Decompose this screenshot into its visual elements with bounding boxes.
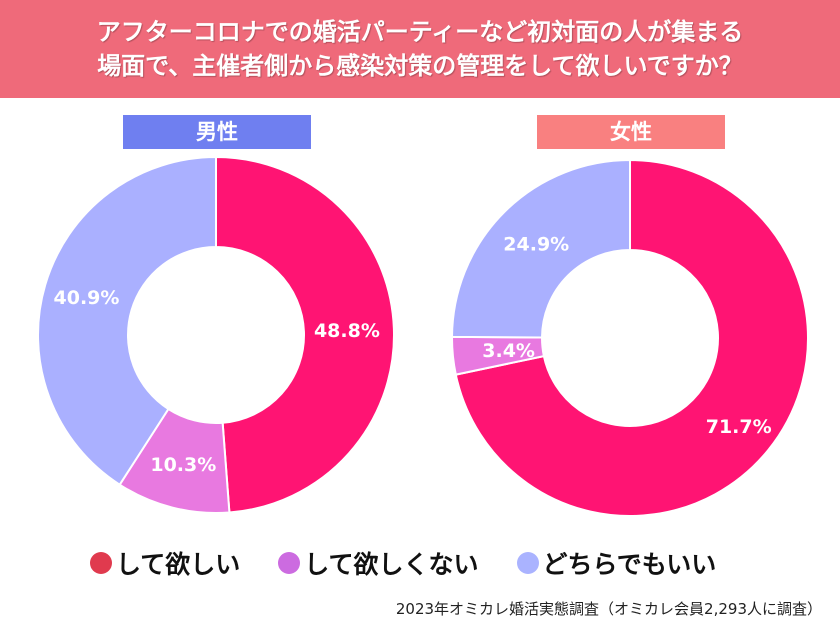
legend-item-either: どちらでもいい (516, 545, 717, 581)
chart-title: アフターコロナでの婚活パーティーなど初対面の人が集まる 場面で、主催者側から感染… (0, 0, 840, 98)
data-label: 24.9% (503, 234, 569, 256)
donut-slice-male-2 (37, 155, 217, 487)
donut-slice-female-2 (450, 158, 631, 339)
donut-slice-female-0 (454, 158, 809, 517)
title-line-2: 場面で、主催者側から感染対策の管理をして欲しいですか？ (97, 52, 743, 80)
legend-dot-icon (516, 552, 539, 574)
legend-dot-icon (90, 552, 112, 574)
legend-label: して欲しくない (304, 550, 479, 579)
title-line-1: アフターコロナでの婚活パーティーなど初対面の人が集まる (96, 18, 744, 46)
female-chart-label: 女性 (537, 115, 725, 149)
legend-label: して欲しい (116, 550, 241, 579)
legend-dot-icon (278, 552, 301, 574)
male-chart-label: 男性 (123, 115, 311, 149)
data-label: 3.4% (482, 340, 535, 362)
source-note: 2023年オミカレ婚活実態調査（オミカレ会員2,293人に調査） (395, 600, 822, 618)
legend-item-want: して欲しい (90, 545, 240, 581)
data-label: 40.9% (54, 287, 120, 309)
donut-slice-male-0 (215, 155, 395, 514)
data-label: 10.3% (150, 454, 216, 476)
data-label: 48.8% (314, 320, 380, 342)
legend: して欲しい して欲しくない どちらでもいい (90, 545, 716, 581)
legend-label: どちらでもいい (542, 550, 717, 579)
data-label: 71.7% (706, 416, 772, 438)
legend-item-not-want: して欲しくない (278, 545, 479, 581)
